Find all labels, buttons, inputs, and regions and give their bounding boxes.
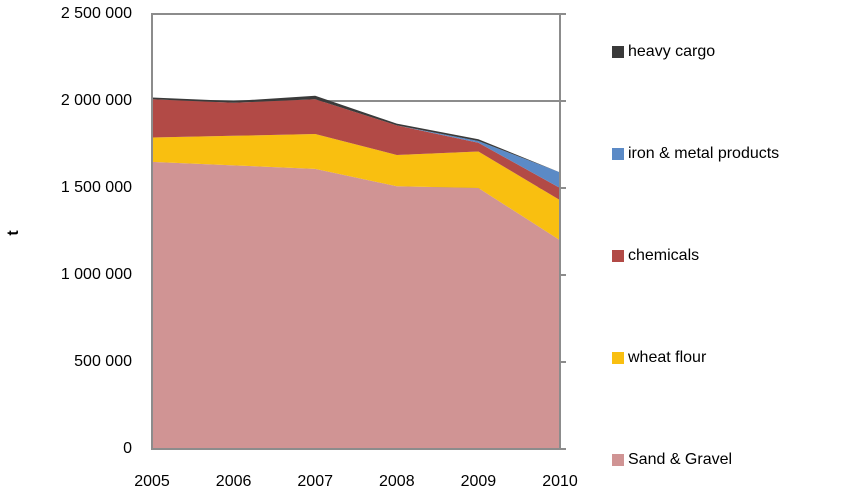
legend-swatch	[612, 46, 624, 58]
x-tick-label: 2006	[216, 473, 252, 490]
y-tick-label: 2 500 000	[61, 5, 132, 22]
legend-swatch	[612, 250, 624, 262]
x-tick-label: 2007	[297, 473, 333, 490]
area	[152, 134, 560, 241]
legend-label: Sand & Gravel	[628, 451, 732, 468]
legend-label: chemicals	[628, 247, 699, 264]
y-tick-label: 1 000 000	[61, 266, 132, 283]
area	[152, 95, 560, 173]
legend-swatch	[612, 352, 624, 364]
area	[152, 161, 560, 449]
x-tick-label: 2009	[461, 473, 497, 490]
legend-swatch	[612, 454, 624, 466]
y-axis-label: t	[5, 230, 22, 236]
area	[152, 99, 560, 201]
legend-label: heavy cargo	[628, 43, 715, 60]
y-tick-label: 1 500 000	[61, 179, 132, 196]
x-tick-label: 2008	[379, 473, 415, 490]
y-tick-label: 0	[123, 440, 132, 457]
x-tick-label: 2010	[542, 473, 578, 490]
legend-swatch	[612, 148, 624, 160]
y-tick-label: 500 000	[74, 353, 132, 370]
plot-border	[151, 13, 561, 450]
legend-label: wheat flour	[627, 349, 707, 366]
x-tick-label: 2005	[134, 473, 170, 490]
legend-label: iron & metal products	[628, 145, 779, 162]
y-tick-label: 2 000 000	[61, 92, 132, 109]
